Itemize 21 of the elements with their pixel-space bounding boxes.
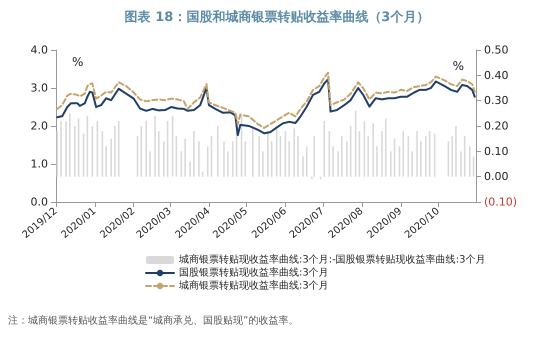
y2-tick-label: 0.50	[484, 44, 508, 56]
text: 注：城商银票转贴收益率曲线是“城商承兑、国股贴现”的收益率。	[8, 314, 298, 326]
y2-tick-label: 0.00	[484, 170, 508, 184]
y-axis-title: %	[72, 55, 84, 69]
y2-tick-label: 0.10	[484, 144, 508, 158]
y-tick-label: 1.0	[30, 158, 48, 170]
legend-label: 城商银票转贴现收益率曲线:3个月	[178, 280, 329, 292]
y2-tick-label: 0.20	[484, 120, 508, 132]
y2-axis-title: %	[452, 59, 464, 73]
line-series	[56, 72, 476, 129]
y2-tick-label: 0.40	[484, 68, 508, 82]
y-tick-label: 4.0	[30, 44, 48, 56]
chart-title: 图表 18：国股和城商银票转贴收益率曲线（3个月）	[124, 9, 430, 25]
y-tick-label: 3.0	[30, 82, 48, 94]
line-series	[56, 78, 476, 136]
y-tick-label: 0.0	[30, 196, 48, 208]
legend-label: 城商银票转贴现收益率曲线:3个月:-国股银票转贴现收益率曲线:3个月	[178, 254, 486, 266]
y2-tick-label: (0.10)	[484, 196, 518, 208]
legend-label: 国股银票转贴现收益率曲线:3个月	[179, 266, 329, 278]
y-tick-label: 2.0	[30, 120, 48, 132]
y2-tick-label: 0.30	[484, 94, 508, 108]
